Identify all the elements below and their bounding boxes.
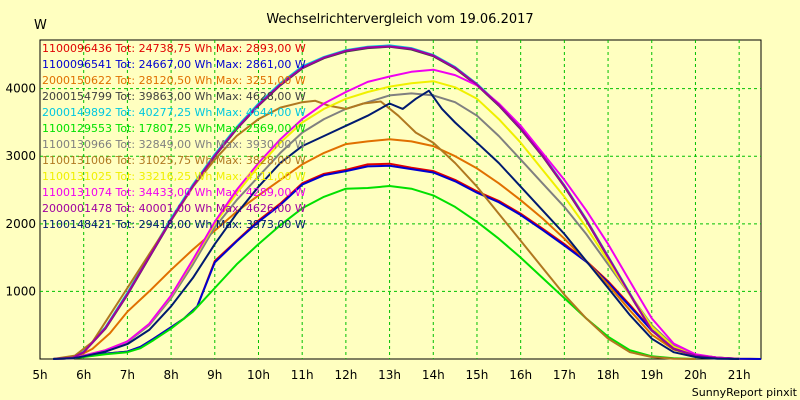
y-tick-label: 4000 <box>5 82 36 96</box>
legend-entry: 1100131006 Tot: 31025,75 Wh Max: 3828,00… <box>42 154 306 167</box>
legend-entry: 2000150622 Tot: 28120,50 Wh Max: 3251,00… <box>42 74 306 87</box>
legend-entry: 2000154799 Tot: 39863,00 Wh Max: 4628,00… <box>42 90 306 103</box>
legend-entry: 1100130966 Tot: 32849,00 Wh Max: 3930,00… <box>42 138 306 151</box>
series-lines <box>52 44 762 360</box>
x-tick-label: 10h <box>247 368 270 382</box>
y-axis-unit: W <box>34 18 47 33</box>
credit-text: SunnyReport pinxit <box>692 386 798 399</box>
x-tick-label: 16h <box>509 368 532 382</box>
y-tick-label: 1000 <box>5 284 36 298</box>
legend-entry: 2000001478 Tot: 40001,00 Wh Max: 4626,00… <box>42 202 306 215</box>
x-tick-label: 14h <box>422 368 445 382</box>
legend: 1100096436 Tot: 24738,75 Wh Max: 2893,00… <box>42 42 306 231</box>
x-tick-label: 5h <box>32 368 47 382</box>
legend-entry: 1100131025 Tot: 33216,25 Wh Max: 4111,00… <box>42 170 306 183</box>
legend-entry: 1100096541 Tot: 24667,00 Wh Max: 2861,00… <box>42 58 306 71</box>
legend-entry: 1100148421 Tot: 29418,00 Wh Max: 3973,00… <box>42 218 306 231</box>
x-tick-label: 17h <box>553 368 576 382</box>
x-tick-label: 15h <box>466 368 489 382</box>
grid <box>40 40 761 359</box>
plot-area <box>39 39 762 360</box>
series-line-2 <box>53 164 762 360</box>
x-tick-label: 21h <box>728 368 751 382</box>
x-tick-label: 8h <box>163 368 178 382</box>
chart-title: Wechselrichtervergleich vom 19.06.2017 <box>266 12 533 27</box>
x-tick-label: 12h <box>334 368 357 382</box>
x-tick-label: 6h <box>76 368 91 382</box>
x-tick-label: 19h <box>640 368 663 382</box>
series-line-10 <box>53 68 740 360</box>
x-axis-ticks: 5h 6h 7h 8h 9h 10h 11h 12h 13h 14h 15h 16h 17h 18h 19h… <box>32 368 750 382</box>
series-line-3 <box>53 138 740 360</box>
x-tick-label: 9h <box>207 368 222 382</box>
legend-entry: 1100131074 Tot: 34433,00 Wh Max: 4289,00… <box>42 186 306 199</box>
legend-entry: 2000149892 Tot: 40277,25 Wh Max: 4644,00… <box>42 106 306 119</box>
legend-entry: 1100096436 Tot: 24738,75 Wh Max: 2893,00… <box>42 42 306 55</box>
x-tick-label: 11h <box>291 368 314 382</box>
y-tick-label: 2000 <box>5 217 36 231</box>
x-tick-label: 20h <box>684 368 707 382</box>
y-axis-ticks: 1000 2000 3000 4000 <box>5 82 36 299</box>
series-line-11 <box>53 45 740 360</box>
legend-entry: 1100129553 Tot: 17807,25 Wh Max: 2569,00… <box>42 122 306 135</box>
x-tick-label: 7h <box>120 368 135 382</box>
series-line-12 <box>53 89 740 360</box>
x-tick-label: 18h <box>597 368 620 382</box>
y-tick-label: 3000 <box>5 149 36 163</box>
x-tick-label: 13h <box>378 368 401 382</box>
